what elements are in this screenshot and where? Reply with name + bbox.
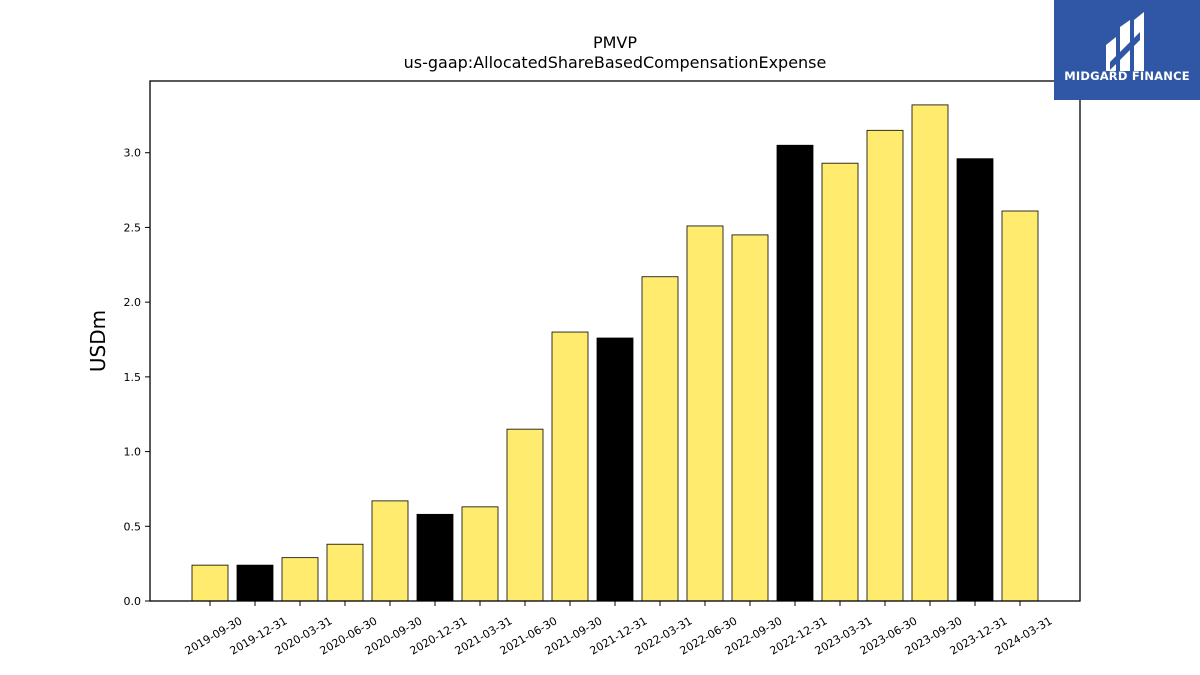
y-tick-label: 2.0: [124, 296, 142, 309]
bar-2020-06-30: [326, 543, 364, 602]
bar-2021-12-31: [596, 337, 634, 602]
bar-2023-09-30: [911, 104, 949, 602]
bar-2022-06-30: [686, 225, 724, 602]
bar-2022-12-31: [776, 144, 814, 602]
bar-2020-03-31: [281, 557, 319, 602]
y-tick-label: 0.5: [124, 520, 142, 533]
bar-2022-03-31: [641, 276, 679, 602]
brand-name: MIDGARD FINANCE: [1064, 69, 1190, 83]
brand-logo: MIDGARD FINANCE: [1054, 0, 1200, 100]
y-axis-label: USDm: [86, 310, 110, 372]
bar-2024-03-31: [1001, 210, 1039, 602]
y-tick-label: 3.0: [124, 147, 142, 160]
chart-title: PMVP: [593, 33, 637, 52]
y-tick-label: 0.0: [124, 595, 142, 608]
bar-2020-12-31: [416, 513, 454, 602]
bar-2019-09-30: [191, 564, 229, 602]
bar-2021-06-30: [506, 428, 544, 602]
bar-2020-09-30: [371, 500, 409, 602]
chart-subtitle: us-gaap:AllocatedShareBasedCompensationE…: [404, 53, 827, 72]
bar-2022-09-30: [731, 234, 769, 602]
y-tick-label: 1.5: [124, 371, 142, 384]
y-tick-label: 2.5: [124, 221, 142, 234]
bar-2023-12-31: [956, 158, 994, 602]
plot-frame: [149, 80, 1081, 602]
bar-2023-03-31: [821, 162, 859, 602]
bar-2023-06-30: [866, 129, 904, 602]
y-axis: 0.0 0.5 1.0 1.5 2.0 2.5 3.0: [124, 147, 150, 608]
x-axis: 2019-09-302019-12-312020-03-312020-06-30…: [183, 601, 1055, 658]
bar-2021-09-30: [551, 331, 589, 602]
bar-2019-12-31: [236, 564, 274, 602]
bars-group: [191, 104, 1039, 602]
bar-2021-03-31: [461, 506, 499, 602]
y-tick-label: 1.0: [124, 446, 142, 459]
brand-logo-icon: [1106, 12, 1144, 71]
